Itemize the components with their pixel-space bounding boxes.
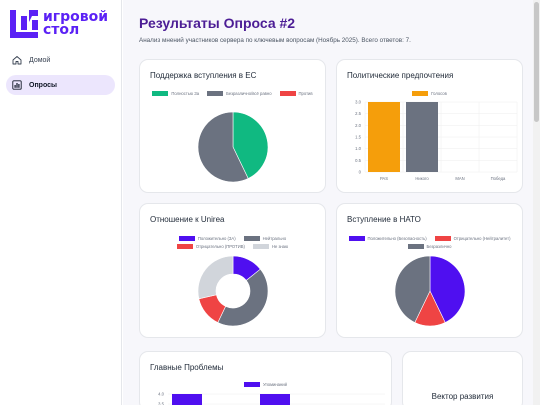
legend-item[interactable]: Упоминаний xyxy=(244,382,287,387)
chart-title: Поддержка вступления в ЕС xyxy=(150,71,257,80)
legend-item[interactable]: Голосов xyxy=(412,91,447,96)
bar[interactable] xyxy=(260,394,290,405)
y-tick-label: 1.0 xyxy=(355,146,361,151)
legend-swatch xyxy=(244,382,261,387)
legend-swatch xyxy=(412,91,429,96)
x-tick-label: PAS xyxy=(380,176,388,181)
logo-line-1: игровой xyxy=(43,9,109,25)
y-tick-label: 0 xyxy=(359,170,362,175)
main-content: Результаты Опроса #2 Анализ мнений участ… xyxy=(123,0,540,405)
legend-item[interactable]: Безразлично xyxy=(407,244,452,249)
sidebar-item-label: Домой xyxy=(29,56,51,64)
chart-title: Вектор развития xyxy=(431,392,494,401)
chart-icon xyxy=(12,80,22,90)
legend-label: Полностью За xyxy=(171,91,200,96)
legend-swatch xyxy=(279,91,296,96)
chart-legend: Полностью За Безразлично/всё равно Проти… xyxy=(144,91,321,99)
legend-swatch xyxy=(434,236,451,241)
pie-slice[interactable] xyxy=(429,255,466,323)
problems-bar-chart: 4.0 3.5 xyxy=(158,392,385,405)
y-tick-label: 3.0 xyxy=(355,100,361,105)
legend-label: Отрицательно (Нейтралитет) xyxy=(453,236,511,241)
legend-item[interactable]: Против xyxy=(279,91,313,96)
sidebar: игровой стол Домой Опросы xyxy=(0,0,122,405)
political-bar-chart: 0 0.5 1.0 1.5 2.0 2.5 3.0 PAS Никого MAN Победа xyxy=(355,100,518,181)
logo-text: игровой стол xyxy=(43,9,109,38)
nato-card: Вступление в НАТО Положительно (Безопасн… xyxy=(336,203,523,338)
legend-item[interactable]: Положительно (ЗА) xyxy=(178,236,236,241)
legend-label: Положительно (Безопасность) xyxy=(367,236,427,241)
pie-slice[interactable] xyxy=(197,255,234,300)
y-tick-label: 0.5 xyxy=(355,158,361,163)
pie-slice[interactable] xyxy=(394,255,431,323)
y-tick-label: 1.5 xyxy=(355,135,361,140)
page-subtitle: Анализ мнений участников сервера по ключ… xyxy=(139,37,411,44)
eu-pie-chart xyxy=(197,111,269,183)
legend-label: Нейтрально xyxy=(262,236,287,241)
chart-legend: Голосов xyxy=(341,91,518,99)
sidebar-nav: Домой Опросы xyxy=(6,50,115,100)
legend-label: Упоминаний xyxy=(263,382,287,387)
chart-legend: Положительно (Безопасность) Отрицательно… xyxy=(341,236,518,252)
legend-item[interactable]: Положительно (Безопасность) xyxy=(348,236,427,241)
legend-label: Против xyxy=(298,91,313,96)
chart-title: Главные Проблемы xyxy=(150,363,224,372)
y-tick-label: 4.0 xyxy=(158,392,164,397)
legend-swatch xyxy=(176,244,193,249)
legend-label: Голосов xyxy=(431,91,447,96)
legend-swatch xyxy=(207,91,224,96)
pie-slice[interactable] xyxy=(217,268,269,327)
development-vector-card: Вектор развития xyxy=(402,351,523,405)
legend-item[interactable]: Отрицательно (Нейтралитет) xyxy=(434,236,511,241)
bar[interactable] xyxy=(406,102,438,172)
logo[interactable]: игровой стол xyxy=(9,8,108,40)
sidebar-item-label: Опросы xyxy=(29,81,58,89)
legend-label: Безразлично xyxy=(426,244,452,249)
logo-line-2: стол xyxy=(43,22,80,38)
sidebar-item-polls[interactable]: Опросы xyxy=(6,75,115,95)
legend-item[interactable]: Полностью За xyxy=(152,91,199,96)
legend-swatch xyxy=(252,244,269,249)
eu-support-card: Поддержка вступления в ЕС Полностью За Б… xyxy=(139,59,326,193)
page-title: Результаты Опроса #2 xyxy=(139,15,296,31)
x-tick-label: Победа xyxy=(491,176,506,181)
sidebar-item-home[interactable]: Домой xyxy=(6,50,115,70)
legend-item[interactable]: Нейтрально xyxy=(243,236,287,241)
home-icon xyxy=(12,56,22,65)
bar[interactable] xyxy=(172,394,202,405)
main-problems-card: Главные Проблемы Упоминаний 4.0 3.5 xyxy=(139,351,392,405)
x-tick-label: MAN xyxy=(455,176,464,181)
pie-slice[interactable] xyxy=(232,111,269,179)
unirea-attitude-card: Отношение к Unirea Положительно (ЗА) Ней… xyxy=(139,203,326,338)
legend-item[interactable]: Отрицательно (ПРОТИВ) xyxy=(176,244,245,249)
legend-swatch xyxy=(407,244,424,249)
chart-title: Вступление в НАТО xyxy=(347,215,421,224)
y-tick-label: 3.5 xyxy=(158,402,164,405)
legend-label: Безразлично/всё равно xyxy=(226,91,272,96)
legend-label: Положительно (ЗА) xyxy=(197,236,236,241)
legend-swatch xyxy=(178,236,195,241)
logo-icon xyxy=(10,10,38,38)
unirea-donut-chart xyxy=(197,255,269,327)
pie-slice[interactable] xyxy=(197,111,249,183)
scrollbar-track[interactable] xyxy=(533,0,540,405)
scrollbar-thumb[interactable] xyxy=(534,2,539,122)
chart-legend: Упоминаний xyxy=(144,382,387,390)
nato-pie-chart xyxy=(394,255,466,327)
chart-legend: Положительно (ЗА) Нейтрально Отрицательн… xyxy=(144,236,321,252)
legend-swatch xyxy=(243,236,260,241)
y-tick-label: 2.0 xyxy=(355,123,361,128)
legend-item[interactable]: Не знаю xyxy=(252,244,289,249)
x-tick-label: Никого xyxy=(415,176,429,181)
chart-title: Политические предпочтения xyxy=(347,71,454,80)
legend-item[interactable]: Безразлично/всё равно xyxy=(207,91,272,96)
chart-title: Отношение к Unirea xyxy=(150,215,225,224)
legend-label: Отрицательно (ПРОТИВ) xyxy=(195,244,245,249)
legend-swatch xyxy=(348,236,365,241)
legend-label: Не знаю xyxy=(271,244,289,249)
y-tick-label: 2.5 xyxy=(355,111,361,116)
political-preferences-card: Политические предпочтения Голосов 0 0.5 1.… xyxy=(336,59,523,193)
legend-swatch xyxy=(152,91,169,96)
bar[interactable] xyxy=(368,102,400,172)
